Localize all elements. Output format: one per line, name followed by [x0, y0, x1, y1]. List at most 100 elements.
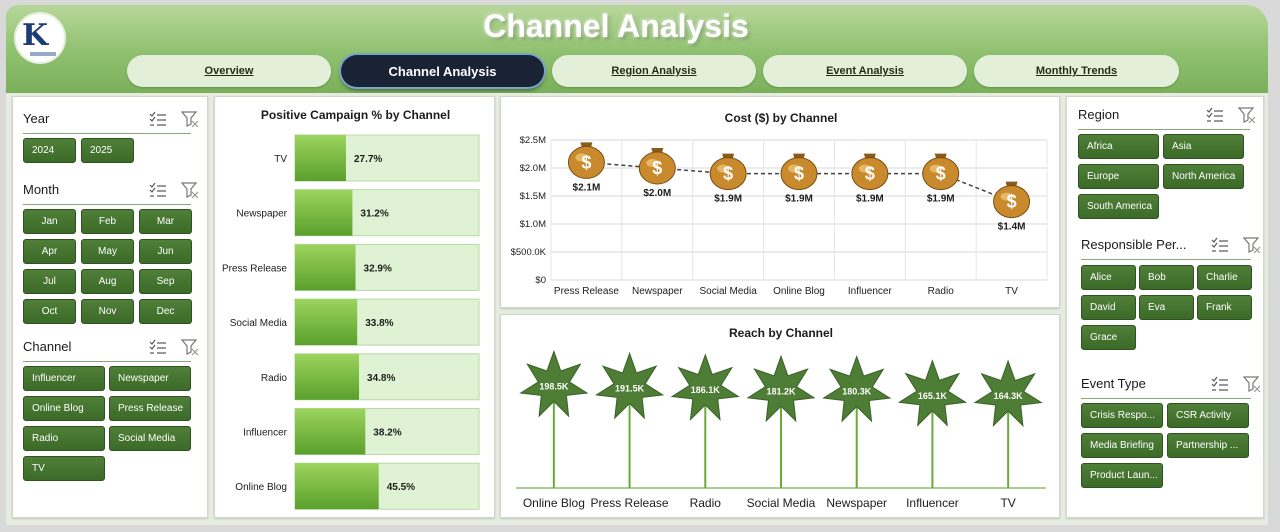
- reach-value-label: 186.1K: [691, 385, 721, 395]
- y-tick-label: $2.5M: [520, 135, 546, 146]
- clear-filter-icon[interactable]: [1242, 376, 1261, 393]
- reach-value-label: 165.1K: [918, 391, 948, 401]
- money-bag-icon: $: [638, 148, 676, 185]
- month-option[interactable]: Jun: [139, 239, 192, 264]
- region-option[interactable]: North America: [1163, 164, 1244, 189]
- y-tick-label: $0: [535, 275, 546, 286]
- tab-monthly-trends[interactable]: Monthly Trends: [974, 55, 1179, 87]
- x-tick-label: Online Blog: [773, 286, 825, 297]
- bar-category-label: Radio: [261, 373, 288, 384]
- clear-filter-icon[interactable]: [180, 339, 199, 356]
- multi-select-icon[interactable]: [1211, 237, 1229, 253]
- star-icon: [897, 359, 968, 427]
- slicer-divider: [1081, 398, 1251, 399]
- svg-text:$: $: [1007, 192, 1017, 212]
- x-tick-label: TV: [1000, 496, 1015, 510]
- left-slicer-panel: Year 2024 2025 Month Jan Feb Mar Apr May Jun Ju…: [12, 96, 208, 518]
- region-option[interactable]: South America: [1078, 194, 1159, 219]
- event-option[interactable]: Media Briefing: [1081, 433, 1163, 458]
- bar: [295, 463, 379, 510]
- channel-option[interactable]: Radio: [23, 426, 105, 451]
- region-option[interactable]: Africa: [1078, 134, 1159, 159]
- event-option[interactable]: CSR Activity: [1167, 403, 1249, 428]
- bar: [295, 135, 346, 181]
- clear-filter-icon[interactable]: [1242, 237, 1261, 254]
- x-tick-label: Online Blog: [523, 496, 585, 510]
- multi-select-icon[interactable]: [149, 182, 167, 198]
- person-option[interactable]: David: [1081, 295, 1136, 320]
- month-option[interactable]: Sep: [139, 269, 192, 294]
- star-icon: [973, 359, 1043, 427]
- multi-select-icon[interactable]: [1211, 376, 1229, 392]
- channel-option[interactable]: Influencer: [23, 366, 105, 391]
- multi-select-icon[interactable]: [149, 111, 167, 127]
- channel-option[interactable]: Online Blog: [23, 396, 105, 421]
- channel-option[interactable]: Social Media: [109, 426, 191, 451]
- month-option[interactable]: May: [81, 239, 134, 264]
- star-icon: [746, 354, 816, 423]
- svg-text:$: $: [936, 164, 946, 184]
- month-option[interactable]: Aug: [81, 269, 134, 294]
- x-tick-label: TV: [1005, 286, 1018, 297]
- event-option[interactable]: Crisis Respo...: [1081, 403, 1163, 428]
- star-icon: [594, 351, 665, 420]
- channel-option[interactable]: TV: [23, 456, 105, 481]
- y-tick-label: $1.5M: [520, 191, 546, 202]
- person-option[interactable]: Grace: [1081, 325, 1136, 350]
- company-logo: K: [14, 12, 66, 64]
- month-option[interactable]: Mar: [139, 209, 192, 234]
- tab-event-analysis[interactable]: Event Analysis: [763, 55, 967, 87]
- multi-select-icon[interactable]: [1206, 107, 1224, 123]
- star-icon: [822, 355, 892, 423]
- tab-overview[interactable]: Overview: [127, 55, 331, 87]
- person-option[interactable]: Bob: [1139, 265, 1194, 290]
- channel-option[interactable]: Press Release: [109, 396, 191, 421]
- slicer-divider: [1078, 129, 1250, 130]
- y-tick-label: $2.0M: [520, 163, 546, 174]
- clear-filter-icon[interactable]: [1237, 107, 1256, 124]
- bar-value-label: 34.8%: [367, 373, 395, 384]
- slicer-divider: [23, 133, 191, 134]
- year-option[interactable]: 2025: [81, 138, 134, 163]
- person-option[interactable]: Charlie: [1197, 265, 1252, 290]
- x-tick-label: Radio: [690, 496, 722, 510]
- reach-value-label: 164.3K: [994, 391, 1024, 401]
- reach-value-label: 198.5K: [539, 381, 569, 391]
- svg-text:$: $: [652, 158, 662, 178]
- tab-channel-analysis[interactable]: Channel Analysis: [341, 55, 544, 87]
- month-option[interactable]: Apr: [23, 239, 76, 264]
- svg-text:$: $: [723, 164, 733, 184]
- region-option[interactable]: Asia: [1163, 134, 1244, 159]
- clear-filter-icon[interactable]: [180, 111, 199, 128]
- month-option[interactable]: Jan: [23, 209, 76, 234]
- reach-chart: 198.5K Online Blog 191.5K Press Release 186.…: [516, 349, 1046, 510]
- year-option[interactable]: 2024: [23, 138, 76, 163]
- cost-value-label: $1.9M: [856, 194, 884, 205]
- person-option[interactable]: Frank: [1197, 295, 1252, 320]
- cost-value-label: $1.9M: [785, 194, 813, 205]
- month-option[interactable]: Feb: [81, 209, 134, 234]
- person-option[interactable]: Alice: [1081, 265, 1136, 290]
- money-bag-icon: $: [851, 153, 889, 191]
- month-option[interactable]: Oct: [23, 299, 76, 324]
- money-bag-icon: $: [709, 153, 747, 191]
- cost-chart: $0 $500.0K $1.0M $1.5M $2.0M $2.5M $ $2.1M Press…: [511, 135, 1048, 297]
- y-tick-label: $1.0M: [520, 219, 546, 230]
- person-slicer-title: Responsible Per...: [1081, 237, 1187, 252]
- bar-category-label: TV: [274, 154, 287, 165]
- event-option[interactable]: Product Laun...: [1081, 463, 1163, 488]
- bar-category-label: Online Blog: [235, 482, 287, 493]
- tab-region-analysis[interactable]: Region Analysis: [552, 55, 756, 87]
- region-option[interactable]: Europe: [1078, 164, 1159, 189]
- cost-title: Cost ($) by Channel: [724, 111, 838, 125]
- bar: [295, 299, 358, 346]
- person-option[interactable]: Eva: [1139, 295, 1194, 320]
- month-option[interactable]: Jul: [23, 269, 76, 294]
- multi-select-icon[interactable]: [149, 339, 167, 355]
- star-icon: [670, 353, 740, 421]
- month-option[interactable]: Dec: [139, 299, 192, 324]
- channel-option[interactable]: Newspaper: [109, 366, 191, 391]
- month-option[interactable]: Nov: [81, 299, 134, 324]
- event-option[interactable]: Partnership ...: [1167, 433, 1249, 458]
- clear-filter-icon[interactable]: [180, 182, 199, 199]
